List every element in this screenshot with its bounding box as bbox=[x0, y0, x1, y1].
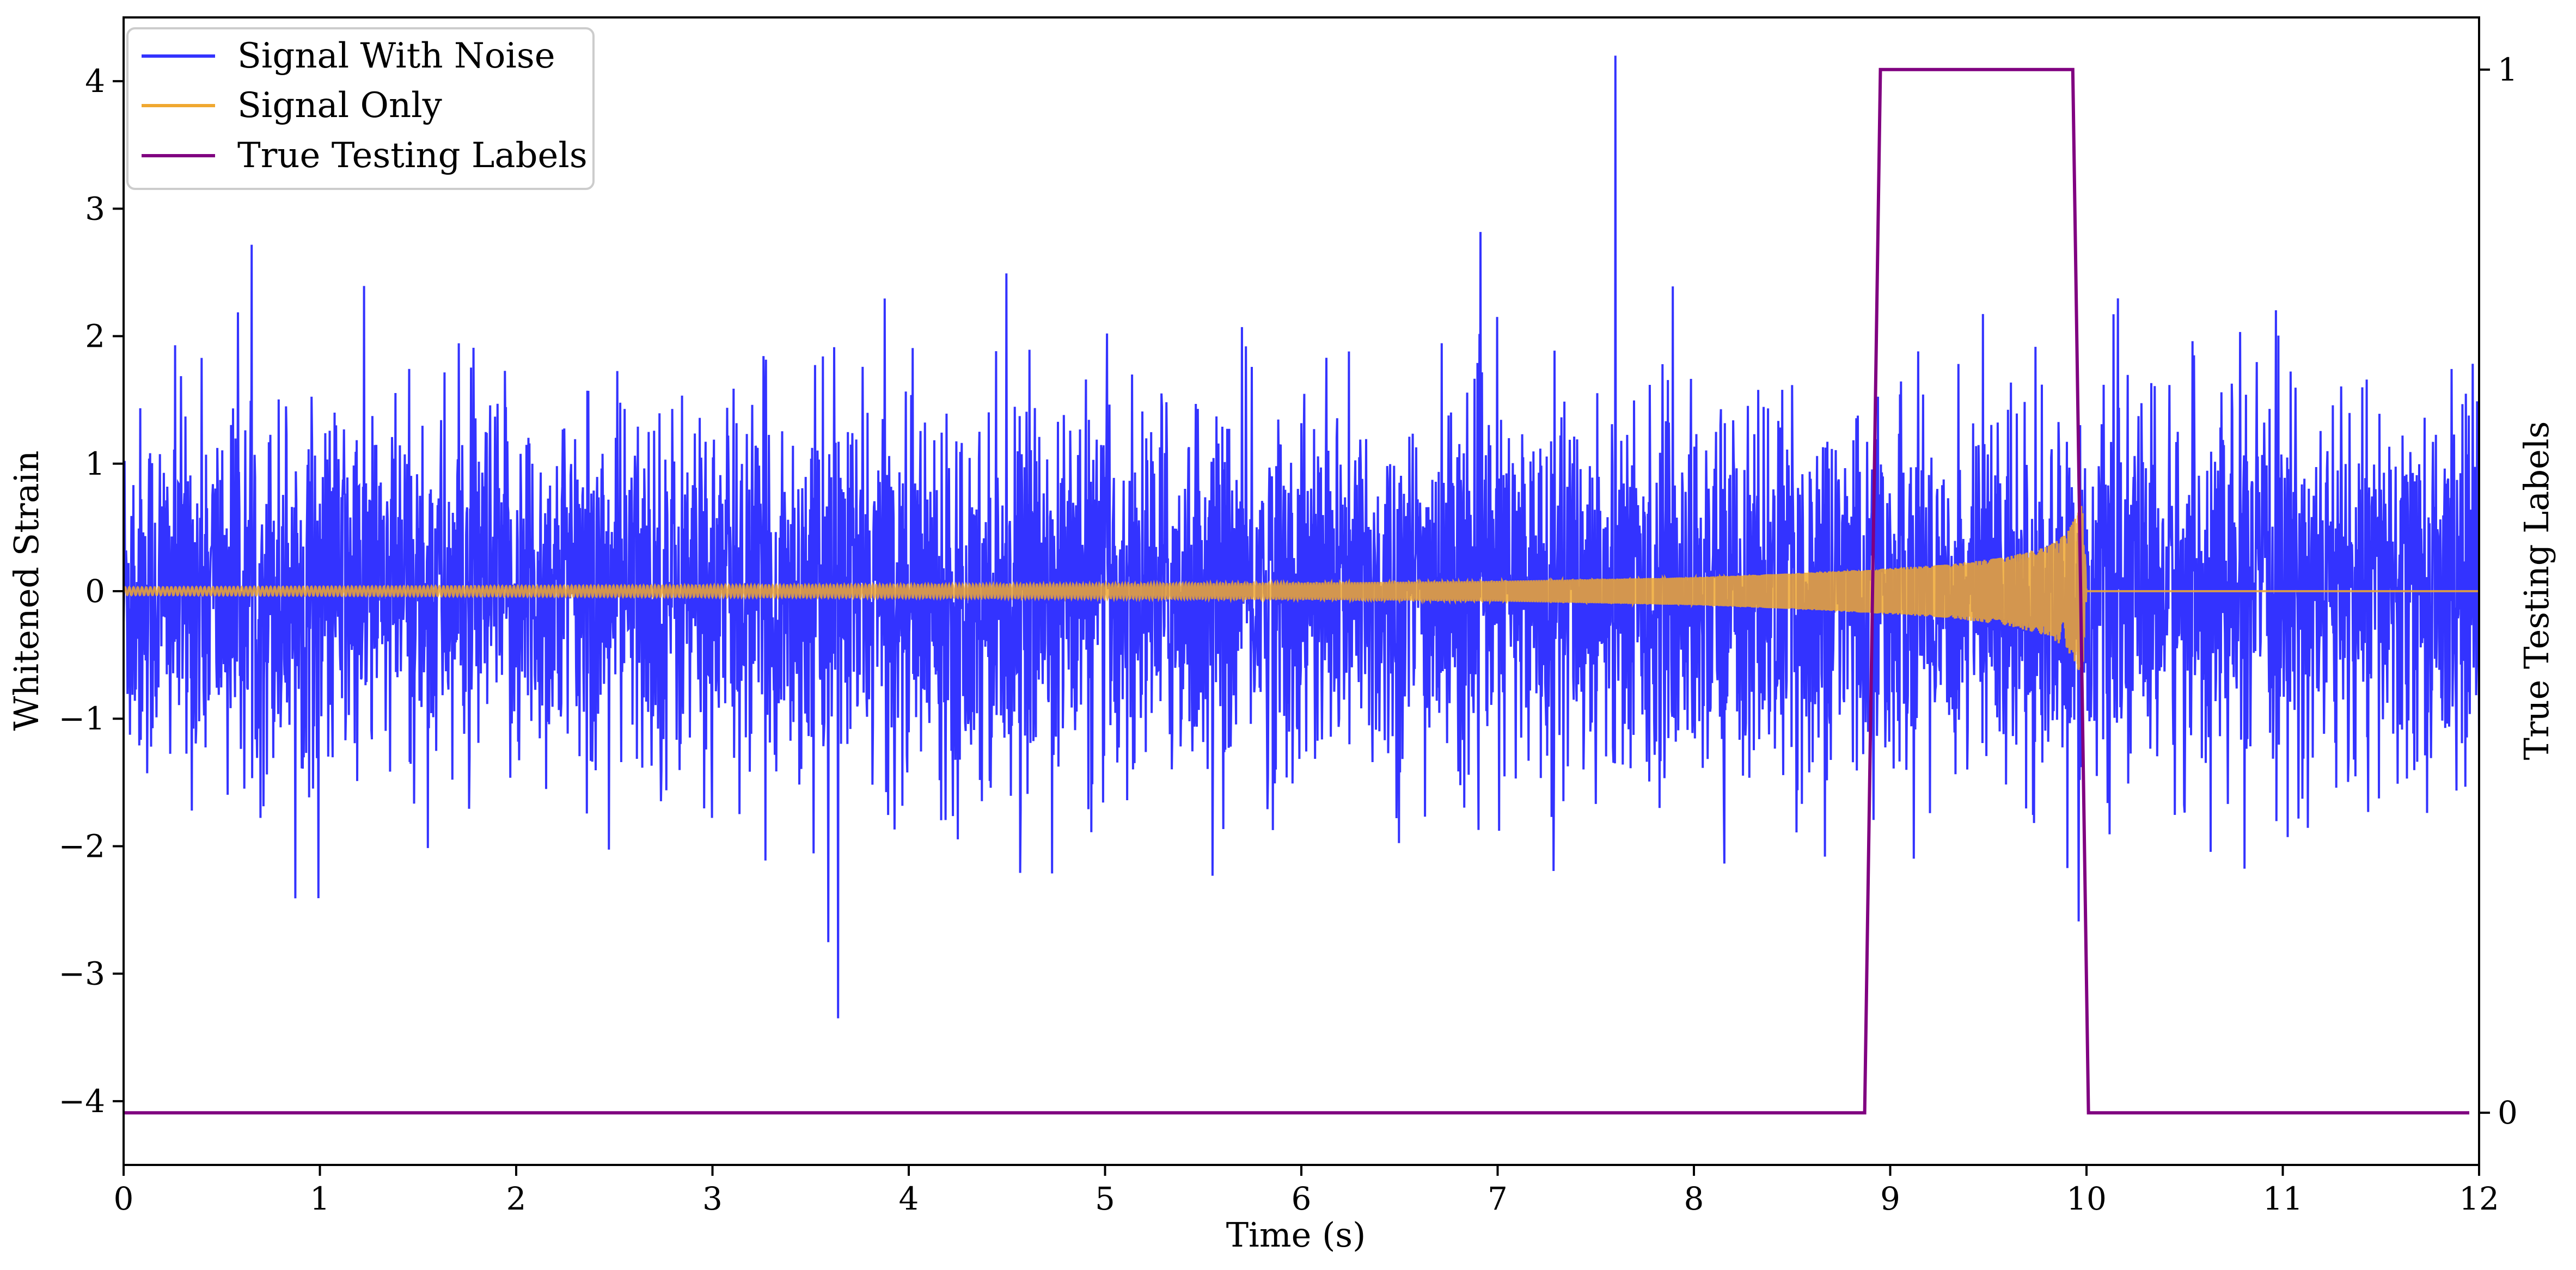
y2-tick-label: 0 bbox=[2498, 1094, 2518, 1131]
legend: Signal With Noise Signal Only True Testi… bbox=[126, 27, 595, 190]
x-tick-label: 8 bbox=[1684, 1180, 1704, 1217]
x-tick-label: 12 bbox=[2459, 1180, 2499, 1217]
y-tick-label: 0 bbox=[85, 573, 105, 610]
x-tick-label: 6 bbox=[1292, 1180, 1312, 1217]
y-axis-label: Whitened Strain bbox=[7, 451, 46, 731]
x-tick-label: 3 bbox=[702, 1180, 723, 1217]
x-tick-label: 4 bbox=[899, 1180, 919, 1217]
y2-axis-label: True Testing Labels bbox=[2517, 421, 2556, 760]
y2-axis-ticks: 01 bbox=[2479, 51, 2518, 1131]
x-axis-ticks: 0 1 2 3 4 5 6 7 8 9 10 11 12 bbox=[114, 1165, 2499, 1217]
x-tick-label: 1 bbox=[310, 1180, 330, 1217]
true-testing-labels-line bbox=[124, 68, 2469, 1115]
y-axis-ticks: −4 −3 −2 −1 0 1 2 3 4 bbox=[59, 63, 124, 1120]
legend-box bbox=[126, 27, 595, 190]
y-tick-label: 4 bbox=[85, 63, 105, 100]
x-tick-label: 11 bbox=[2263, 1180, 2303, 1217]
x-axis-label: Time (s) bbox=[1226, 1215, 1366, 1255]
x-tick-label: 7 bbox=[1488, 1180, 1508, 1217]
legend-label-signal-only: Signal Only bbox=[237, 85, 442, 126]
signal-only-line bbox=[123, 506, 2479, 672]
y-tick-label: −1 bbox=[59, 700, 106, 737]
legend-label-true-testing-labels: True Testing Labels bbox=[237, 136, 588, 176]
x-tick-label: 5 bbox=[1095, 1180, 1115, 1217]
x-tick-label: 2 bbox=[506, 1180, 527, 1217]
plot-area bbox=[123, 56, 2480, 1115]
y2-tick-label: 1 bbox=[2498, 51, 2518, 88]
y-tick-label: 3 bbox=[85, 190, 105, 227]
series-true-testing-labels bbox=[124, 68, 2469, 1115]
series-signal-only bbox=[123, 506, 2479, 672]
x-tick-label: 10 bbox=[2066, 1180, 2107, 1217]
y-tick-label: 2 bbox=[85, 318, 105, 355]
x-tick-label: 9 bbox=[1880, 1180, 1900, 1217]
y-tick-label: −3 bbox=[59, 955, 106, 992]
x-tick-label: 0 bbox=[114, 1180, 134, 1217]
y-tick-label: −2 bbox=[59, 827, 106, 864]
series-signal-with-noise bbox=[123, 56, 2480, 1019]
legend-label-signal-with-noise: Signal With Noise bbox=[237, 36, 555, 76]
y-tick-label: 1 bbox=[85, 445, 105, 482]
signal-with-noise-line bbox=[123, 56, 2480, 1019]
y-tick-label: −4 bbox=[59, 1083, 106, 1120]
